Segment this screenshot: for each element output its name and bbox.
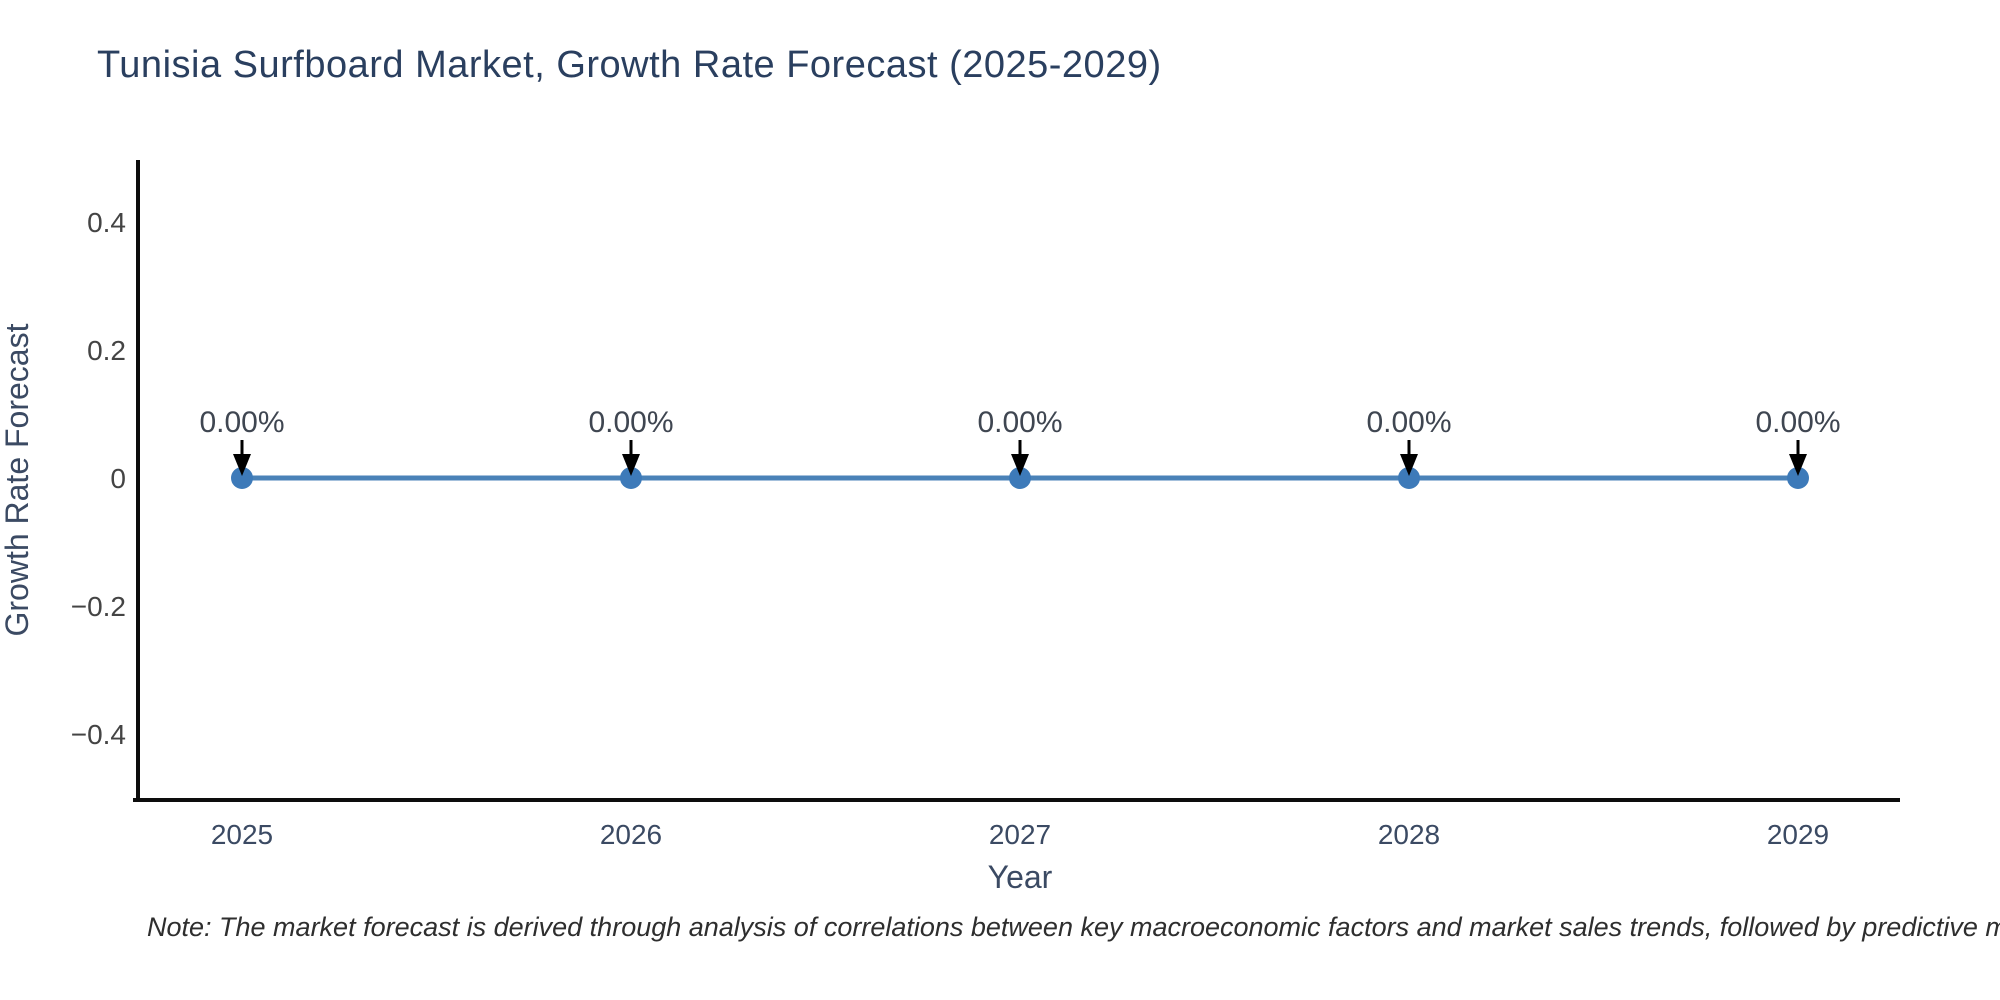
y-tick-label: 0.2 — [87, 335, 126, 366]
chart-title: Tunisia Surfboard Market, Growth Rate Fo… — [97, 44, 1162, 86]
annotation-arrow-head-icon — [1011, 454, 1029, 476]
x-axis-title: Year — [988, 859, 1053, 895]
annotation-arrow-head-icon — [1400, 454, 1418, 476]
data-point-marker — [1787, 467, 1809, 489]
y-tick-label: 0.4 — [87, 207, 126, 238]
y-tick-label: −0.4 — [71, 719, 126, 750]
annotation-arrow-head-icon — [1789, 454, 1807, 476]
y-tick-label: 0 — [110, 463, 126, 494]
data-point-marker — [620, 467, 642, 489]
x-tick-label: 2025 — [211, 819, 273, 850]
data-point-marker — [1398, 467, 1420, 489]
annotation-arrow-head-icon — [233, 454, 251, 476]
data-point-marker — [231, 467, 253, 489]
point-value-label: 0.00% — [588, 406, 673, 439]
data-point-marker — [1009, 467, 1031, 489]
point-value-label: 0.00% — [1366, 406, 1451, 439]
y-tick-label: −0.2 — [71, 591, 126, 622]
x-tick-label: 2028 — [1378, 819, 1440, 850]
annotation-arrow-head-icon — [622, 454, 640, 476]
y-axis-title: Growth Rate Forecast — [0, 323, 35, 636]
x-tick-label: 2026 — [600, 819, 662, 850]
x-tick-label: 2029 — [1767, 819, 1829, 850]
x-tick-label: 2027 — [989, 819, 1051, 850]
footnote: Note: The market forecast is derived thr… — [147, 912, 2000, 942]
point-value-label: 0.00% — [977, 406, 1062, 439]
point-value-label: 0.00% — [199, 406, 284, 439]
point-value-label: 0.00% — [1755, 406, 1840, 439]
